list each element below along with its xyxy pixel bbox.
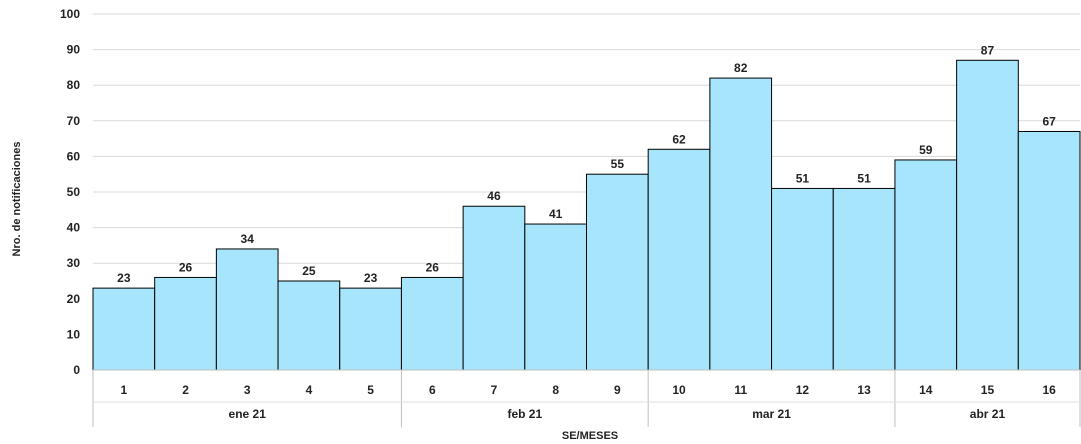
y-tick-label-50: 50 [67, 185, 81, 199]
data-label-6: 26 [426, 260, 440, 274]
data-label-5: 23 [364, 271, 378, 285]
x-tick-label-15: 15 [981, 383, 995, 397]
y-tick-label-80: 80 [67, 78, 81, 92]
data-label-8: 41 [549, 207, 563, 221]
x-group-label-3: abr 21 [970, 407, 1006, 421]
bar-11 [709, 77, 773, 371]
data-label-2: 26 [179, 260, 193, 274]
data-label-16: 67 [1042, 114, 1056, 128]
x-tick-label-11: 11 [734, 383, 747, 397]
data-labels: 23 26 34 25 23 26 46 41 55 62 82 51 51 59 87 67 [117, 43, 1056, 285]
data-label-11: 82 [734, 61, 748, 75]
x-tick-label-14: 14 [919, 383, 933, 397]
data-label-12: 51 [796, 171, 810, 185]
bar-5 [339, 287, 402, 371]
y-axis-title: Nro. de notificaciones [11, 142, 23, 257]
x-group-label-0: ene 21 [229, 407, 267, 421]
y-tick-label-60: 60 [67, 149, 81, 163]
y-tick-label-20: 20 [67, 292, 81, 306]
bar-7 [462, 205, 526, 371]
x-group-label-2: mar 21 [752, 407, 791, 421]
data-label-15: 87 [981, 43, 995, 57]
y-tick-label-40: 40 [67, 221, 81, 235]
x-axis-title: SE/MESES [562, 430, 618, 442]
y-axis-ticks: 0 10 20 30 40 50 60 70 80 90 100 [60, 7, 80, 377]
x-tick-label-12: 12 [796, 383, 810, 397]
bar-4 [277, 280, 341, 371]
data-label-3: 34 [241, 232, 255, 246]
bar-16 [1017, 130, 1081, 371]
bar-14 [894, 159, 958, 371]
bar-2 [154, 276, 217, 371]
bar-10 [647, 148, 711, 371]
bars [92, 59, 1081, 371]
y-tick-label-0: 0 [73, 363, 80, 377]
bar-15 [956, 59, 1019, 371]
x-tick-label-13: 13 [857, 383, 871, 397]
x-tick-label-7: 7 [491, 383, 498, 397]
bar-12 [771, 187, 834, 371]
y-tick-label-90: 90 [67, 43, 81, 57]
x-tick-label-5: 5 [367, 383, 374, 397]
data-label-4: 25 [302, 264, 316, 278]
y-tick-label-100: 100 [60, 7, 80, 21]
y-tick-label-30: 30 [67, 256, 81, 270]
data-label-1: 23 [117, 271, 131, 285]
x-tick-label-6: 6 [429, 383, 436, 397]
bar-1 [92, 287, 156, 371]
x-tick-label-16: 16 [1042, 383, 1056, 397]
bar-3 [215, 248, 279, 371]
data-label-14: 59 [919, 143, 933, 157]
y-tick-label-10: 10 [67, 327, 81, 341]
bar-6 [400, 276, 464, 371]
y-tick-label-70: 70 [67, 114, 81, 128]
bar-8 [524, 223, 587, 371]
bar-9 [586, 173, 649, 371]
x-tick-label-1: 1 [121, 383, 128, 397]
x-group-label-1: feb 21 [507, 407, 542, 421]
x-tick-label-9: 9 [614, 383, 621, 397]
x-tick-label-4: 4 [306, 383, 313, 397]
data-label-9: 55 [611, 157, 625, 171]
x-tick-label-10: 10 [672, 383, 686, 397]
bar-13 [832, 187, 896, 371]
x-tick-label-3: 3 [244, 383, 251, 397]
x-tick-label-8: 8 [552, 383, 559, 397]
data-label-13: 51 [857, 171, 871, 185]
x-tick-label-2: 2 [182, 383, 189, 397]
data-label-10: 62 [672, 132, 686, 146]
data-label-7: 46 [487, 189, 501, 203]
